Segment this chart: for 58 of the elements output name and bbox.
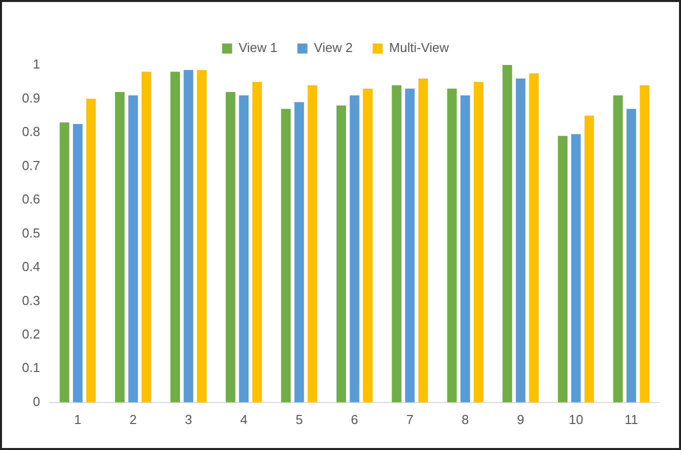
bar — [239, 95, 249, 402]
bar — [115, 92, 125, 402]
y-tick-label: 0.2 — [22, 326, 40, 342]
bar — [226, 92, 236, 402]
bar — [529, 73, 539, 402]
bar — [516, 78, 526, 402]
bar — [640, 85, 650, 402]
bar — [613, 95, 623, 402]
bar — [571, 134, 581, 402]
bar — [196, 70, 207, 402]
y-tick-label: 0 — [32, 394, 40, 409]
y-tick-label: 0.5 — [22, 225, 40, 240]
x-tick-label: 2 — [129, 412, 137, 427]
bar — [363, 88, 373, 402]
bar — [405, 88, 415, 402]
bar — [252, 82, 262, 402]
legend-label: View 2 — [314, 40, 353, 56]
bar — [170, 72, 180, 402]
bar — [474, 82, 484, 402]
x-tick-label: 11 — [624, 412, 638, 427]
x-tick-label: 3 — [184, 412, 192, 427]
x-tick-label: 10 — [568, 412, 584, 427]
x-tick-label: 6 — [350, 412, 358, 427]
y-tick-label: 0.6 — [22, 192, 40, 207]
x-tick-label: 9 — [516, 412, 524, 427]
x-tick-label: 1 — [74, 412, 82, 427]
bar — [184, 70, 194, 402]
bar — [392, 85, 402, 402]
legend-label: View 1 — [238, 40, 278, 56]
bar — [142, 72, 152, 402]
bar — [584, 116, 594, 402]
y-tick-label: 0.4 — [22, 259, 40, 274]
legend-label: Multi-View — [389, 40, 450, 56]
bar — [447, 88, 457, 402]
bar — [502, 65, 512, 402]
y-tick-label: 0.3 — [22, 292, 40, 308]
bar — [294, 102, 304, 402]
bar — [350, 95, 360, 402]
x-tick-label: 5 — [296, 412, 303, 427]
bar — [308, 85, 318, 402]
bar — [72, 124, 83, 402]
y-tick-label: 0.1 — [22, 360, 40, 376]
bar — [626, 108, 636, 402]
bar — [86, 98, 96, 402]
bar — [460, 95, 470, 402]
bar — [128, 95, 138, 402]
y-tick-label: 0.7 — [22, 158, 40, 173]
x-tick-label: 8 — [462, 412, 469, 427]
y-tick-label: 1 — [32, 56, 40, 72]
y-tick-label: 0.9 — [22, 90, 40, 106]
y-tick-label: 0.8 — [22, 124, 40, 140]
bar — [281, 108, 291, 402]
bar — [418, 78, 428, 402]
x-tick-label: 4 — [240, 412, 248, 427]
bar — [336, 105, 346, 402]
bar — [558, 136, 568, 402]
x-tick-label: 7 — [406, 412, 414, 427]
bar — [60, 122, 70, 402]
